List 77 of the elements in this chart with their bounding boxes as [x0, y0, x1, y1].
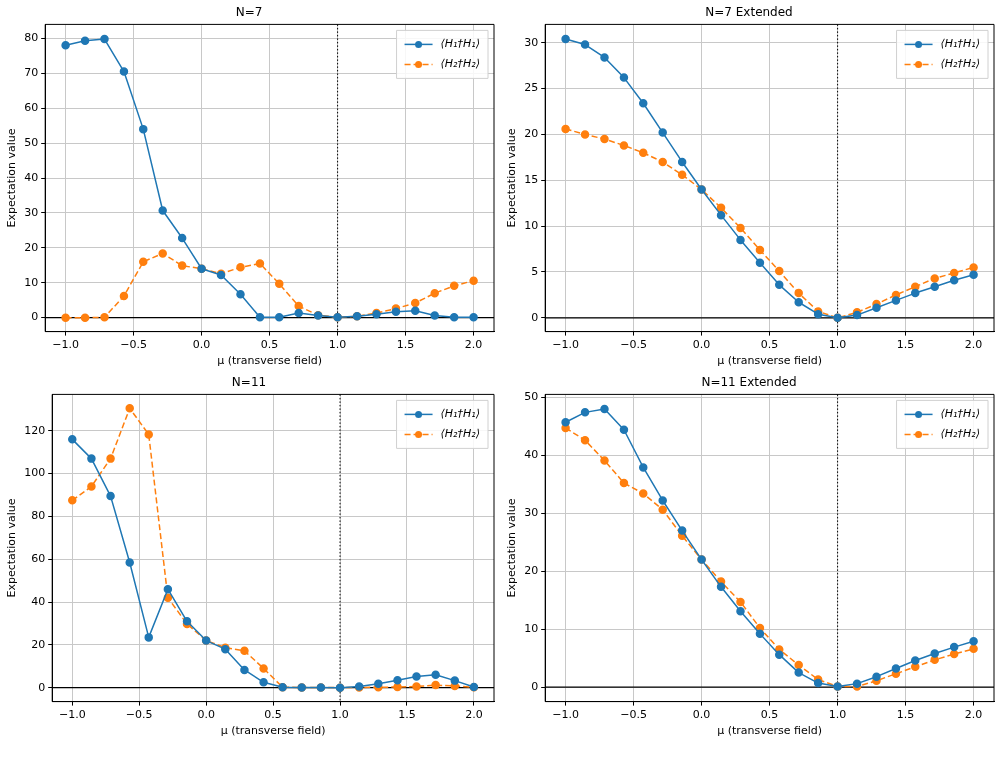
x-tick-label: 0.0 — [197, 708, 215, 722]
x-tick-label: 1.0 — [331, 708, 349, 722]
y-axis-title: Expectation value — [505, 498, 519, 598]
x-tick-label: −0.5 — [125, 708, 153, 722]
y-tick-label: 0 — [531, 310, 539, 324]
x-tick-label: −0.5 — [620, 708, 647, 722]
y-tick-label: 15 — [524, 173, 539, 187]
y-tick-label: 30 — [24, 205, 39, 219]
y-tick-label: 40 — [31, 594, 46, 608]
x-tick-label: −1.0 — [552, 338, 579, 352]
legend-label: ⟨H₁†H₁⟩ — [940, 37, 981, 51]
y-tick-label: 30 — [524, 35, 539, 49]
x-tick-label: 0.5 — [760, 338, 779, 352]
y-tick-label: 0 — [38, 680, 46, 694]
y-tick-label: 20 — [31, 637, 46, 651]
y-axis-title: Expectation value — [5, 128, 19, 228]
x-tick-label: −0.5 — [620, 338, 647, 352]
x-tick-label: 2.0 — [964, 708, 983, 722]
y-axis-title: Expectation value — [5, 498, 19, 598]
y-tick-label: 20 — [524, 127, 539, 141]
x-tick-label: 0.0 — [692, 708, 711, 722]
y-tick-label: 70 — [24, 66, 39, 80]
x-tick-label: −1.0 — [552, 708, 579, 722]
y-tick-label: 80 — [31, 509, 46, 523]
x-tick-label: 0.5 — [264, 708, 282, 722]
x-tick-label: 1.5 — [396, 338, 415, 352]
chart-title: N=11 — [231, 375, 267, 390]
y-tick-label: 20 — [24, 240, 39, 254]
x-tick-label: 1.0 — [828, 338, 847, 352]
legend-label: ⟨H₁†H₁⟩ — [440, 37, 481, 51]
y-tick-label: 80 — [24, 31, 39, 45]
x-tick-label: 2.0 — [465, 708, 483, 722]
x-tick-label: −1.0 — [52, 338, 79, 352]
y-tick-label: 0 — [31, 310, 39, 324]
x-axis-title: μ (transverse field) — [217, 354, 323, 368]
y-tick-label: 20 — [524, 564, 539, 578]
x-axis-title: μ (transverse field) — [717, 354, 823, 368]
x-tick-label: −1.0 — [58, 708, 86, 722]
x-tick-label: 1.5 — [896, 338, 915, 352]
chart-title: N=11 Extended — [701, 375, 797, 390]
x-tick-label: 1.5 — [398, 708, 416, 722]
x-tick-label: 0.0 — [692, 338, 711, 352]
x-tick-label: 2.0 — [464, 338, 483, 352]
y-axis-title: Expectation value — [505, 128, 519, 228]
legend-label: ⟨H₁†H₁⟩ — [940, 407, 981, 421]
x-tick-label: 2.0 — [964, 338, 983, 352]
y-tick-label: 50 — [24, 135, 39, 149]
x-tick-label: 1.0 — [328, 338, 347, 352]
y-tick-label: 50 — [524, 390, 539, 404]
y-tick-label: 40 — [24, 170, 39, 184]
y-tick-label: 60 — [31, 552, 46, 566]
y-tick-label: 40 — [524, 448, 539, 462]
y-tick-label: 25 — [524, 81, 539, 95]
legend-label: ⟨H₂†H₂⟩ — [440, 57, 481, 71]
x-tick-label: 1.0 — [828, 708, 847, 722]
x-tick-label: 0.0 — [192, 338, 211, 352]
y-tick-label: 30 — [524, 506, 539, 520]
x-tick-label: 0.5 — [260, 338, 279, 352]
y-tick-label: 10 — [524, 219, 539, 232]
x-axis-title: μ (transverse field) — [717, 724, 823, 738]
x-tick-label: 1.5 — [896, 708, 915, 722]
chart-title: N=7 Extended — [705, 5, 793, 20]
chart-title: N=7 — [235, 5, 263, 20]
legend-label: ⟨H₂†H₂⟩ — [440, 427, 481, 441]
legend-label: ⟨H₂†H₂⟩ — [940, 57, 981, 71]
x-tick-label: 0.5 — [760, 708, 779, 722]
y-tick-label: 5 — [531, 264, 539, 278]
y-tick-label: 60 — [24, 101, 39, 115]
legend-label: ⟨H₁†H₁⟩ — [440, 407, 481, 421]
y-tick-label: 10 — [524, 622, 539, 636]
y-tick-label: 10 — [24, 275, 39, 289]
y-tick-label: 100 — [24, 466, 46, 480]
x-axis-title: μ (transverse field) — [220, 724, 326, 738]
y-tick-label: 120 — [24, 423, 46, 437]
x-tick-label: −0.5 — [120, 338, 147, 352]
y-tick-label: 0 — [531, 679, 539, 693]
legend-label: ⟨H₂†H₂⟩ — [940, 427, 981, 441]
